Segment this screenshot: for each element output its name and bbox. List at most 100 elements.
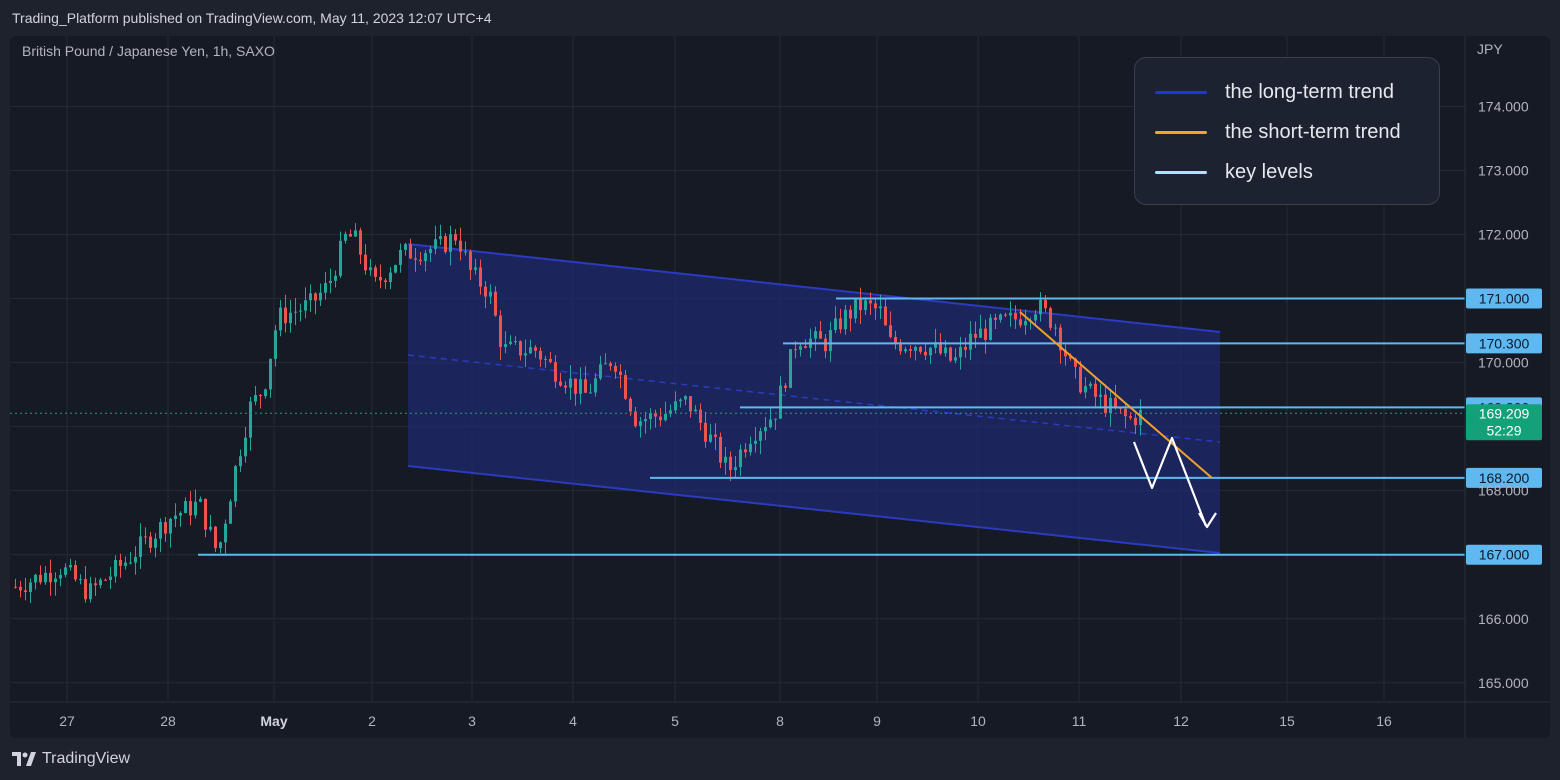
candle-body-106 bbox=[544, 358, 547, 360]
candle-body-17 bbox=[99, 579, 102, 586]
current-price-label: 169.209 bbox=[1479, 405, 1530, 421]
candle-body-177 bbox=[899, 344, 902, 352]
candle-body-164 bbox=[834, 318, 837, 331]
candle-body-118 bbox=[604, 363, 607, 365]
candles bbox=[14, 223, 1142, 604]
candle-body-48 bbox=[254, 395, 257, 402]
candle-body-125 bbox=[639, 421, 642, 427]
candle-body-194 bbox=[984, 328, 987, 340]
candle-body-184 bbox=[934, 342, 937, 348]
x-tick-label-13: 16 bbox=[1376, 713, 1392, 729]
candle-body-150 bbox=[764, 427, 767, 432]
currency-label: JPY bbox=[1477, 41, 1503, 57]
candle-body-23 bbox=[129, 562, 132, 564]
candle-body-182 bbox=[924, 351, 927, 356]
candle-body-156 bbox=[794, 349, 797, 351]
candle-body-165 bbox=[839, 318, 842, 330]
candle-body-87 bbox=[449, 234, 452, 252]
candle-body-2 bbox=[24, 590, 27, 593]
candle-body-73 bbox=[379, 276, 382, 281]
y-tick-label-5: 166.000 bbox=[1478, 611, 1529, 627]
candle-body-45 bbox=[239, 456, 242, 467]
x-tick-label-6: 5 bbox=[671, 713, 679, 729]
candle-body-78 bbox=[404, 244, 407, 250]
candle-body-51 bbox=[269, 358, 272, 390]
candle-body-52 bbox=[274, 330, 277, 359]
candle-body-1 bbox=[19, 586, 22, 591]
candle-body-28 bbox=[154, 538, 157, 548]
axes: 174.000 173.000 172.000 170.000 168.000 166.0… bbox=[10, 36, 1550, 738]
candle-body-114 bbox=[584, 379, 587, 393]
candle-body-11 bbox=[69, 564, 72, 568]
candle-body-225 bbox=[1139, 410, 1142, 426]
candle-body-55 bbox=[289, 312, 292, 324]
candle-body-83 bbox=[429, 248, 432, 254]
short-term-trendline bbox=[1019, 311, 1213, 479]
candle-body-163 bbox=[829, 330, 832, 352]
key-level-label-3: 168.200 bbox=[1479, 470, 1530, 486]
candle-body-132 bbox=[674, 401, 677, 411]
candle-body-133 bbox=[679, 399, 682, 402]
candle-body-170 bbox=[864, 300, 867, 311]
long-term-channel bbox=[407, 243, 1221, 554]
candle-body-15 bbox=[89, 583, 92, 600]
candle-body-181 bbox=[919, 346, 922, 352]
candle-body-154 bbox=[784, 385, 787, 388]
candle-body-37 bbox=[199, 498, 202, 502]
candle-body-196 bbox=[994, 317, 997, 320]
candle-body-161 bbox=[819, 331, 822, 339]
candle-body-84 bbox=[434, 239, 437, 249]
legend-swatch-key-levels bbox=[1155, 170, 1207, 174]
candle-body-42 bbox=[224, 523, 227, 543]
candle-body-102 bbox=[524, 353, 527, 356]
candle-body-198 bbox=[1004, 314, 1007, 316]
candle-body-162 bbox=[824, 338, 827, 352]
candle-body-224 bbox=[1134, 417, 1137, 426]
x-tick-label-12: 15 bbox=[1279, 713, 1295, 729]
candle-body-32 bbox=[174, 515, 177, 519]
candle-body-134 bbox=[684, 396, 687, 400]
candle-body-64 bbox=[334, 275, 337, 281]
candle-body-140 bbox=[714, 434, 717, 437]
candle-body-43 bbox=[229, 501, 232, 524]
candle-body-206 bbox=[1044, 299, 1047, 309]
candle-body-108 bbox=[554, 362, 557, 382]
key-level-tag-1 bbox=[1466, 333, 1542, 354]
candle-body-30 bbox=[164, 522, 167, 534]
y-tick-label-3: 170.000 bbox=[1478, 355, 1529, 371]
candle-body-217 bbox=[1099, 394, 1102, 397]
candle-body-58 bbox=[304, 300, 307, 311]
candle-body-149 bbox=[759, 431, 762, 441]
candle-body-35 bbox=[189, 501, 192, 516]
candle-body-109 bbox=[559, 381, 562, 386]
candle-body-175 bbox=[889, 325, 892, 337]
legend-label-short-term: the short-term trend bbox=[1225, 120, 1401, 143]
candle-body-215 bbox=[1089, 383, 1092, 387]
candle-body-57 bbox=[299, 310, 302, 312]
candle-body-179 bbox=[909, 349, 912, 351]
candle-body-120 bbox=[614, 366, 617, 372]
candle-body-200 bbox=[1014, 312, 1017, 320]
candle-body-216 bbox=[1094, 383, 1097, 397]
candle-body-96 bbox=[494, 291, 497, 316]
drawings bbox=[1019, 311, 1217, 529]
x-tick-label-7: 8 bbox=[776, 713, 784, 729]
candle-body-33 bbox=[179, 512, 182, 516]
legend-label-key-levels: key levels bbox=[1225, 160, 1313, 183]
chart-canvas[interactable]: 171.000170.300169.300168.200167.000169.2… bbox=[10, 36, 1550, 738]
candle-body-61 bbox=[319, 292, 322, 301]
candle-body-70 bbox=[364, 254, 367, 271]
candle-body-67 bbox=[349, 233, 352, 237]
candle-body-18 bbox=[104, 579, 107, 581]
candle-body-77 bbox=[399, 249, 402, 265]
candle-body-65 bbox=[339, 240, 342, 276]
candle-body-223 bbox=[1129, 416, 1132, 418]
candle-body-5 bbox=[39, 574, 42, 583]
candle-body-208 bbox=[1054, 327, 1057, 329]
candle-body-69 bbox=[359, 230, 362, 255]
tradingview-logo[interactable]: TradingView bbox=[12, 750, 130, 768]
candle-body-180 bbox=[914, 346, 917, 351]
candle-body-76 bbox=[394, 264, 397, 273]
candle-body-172 bbox=[874, 303, 877, 309]
x-tick-label-3: 2 bbox=[368, 713, 376, 729]
